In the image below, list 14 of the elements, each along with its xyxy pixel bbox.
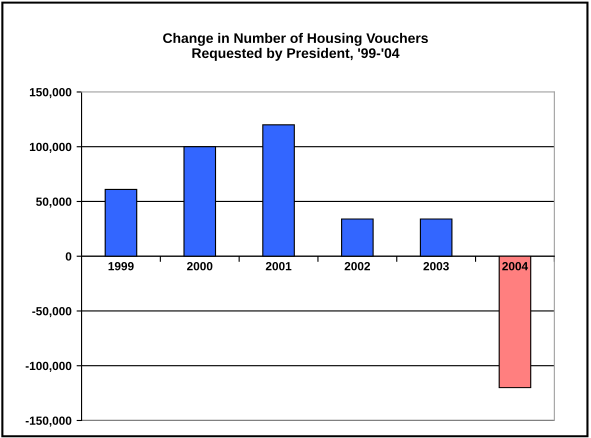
y-tick-label: 100,000 [30,142,72,153]
y-tick-label: 0 [66,252,72,261]
y-tick-label: 150,000 [30,88,72,98]
x-tick-label: 2002 [344,262,370,270]
y-tick-label: -150,000 [26,416,72,427]
chart-title: Change in Number of Housing Vouchers Requested by President, '99-'04 [163,32,428,61]
x-tick-label: 2000 [187,262,212,270]
x-tick-label: 1999 [108,262,134,270]
y-tick-label: 50,000 [36,198,72,208]
x-tick-label: 2001 [266,262,292,270]
y-tick-label: -50,000 [32,307,72,318]
x-tick-label: 2003 [423,262,449,270]
y-tick-label: -100,000 [26,362,72,372]
x-tick-label: 2004 [502,262,528,270]
